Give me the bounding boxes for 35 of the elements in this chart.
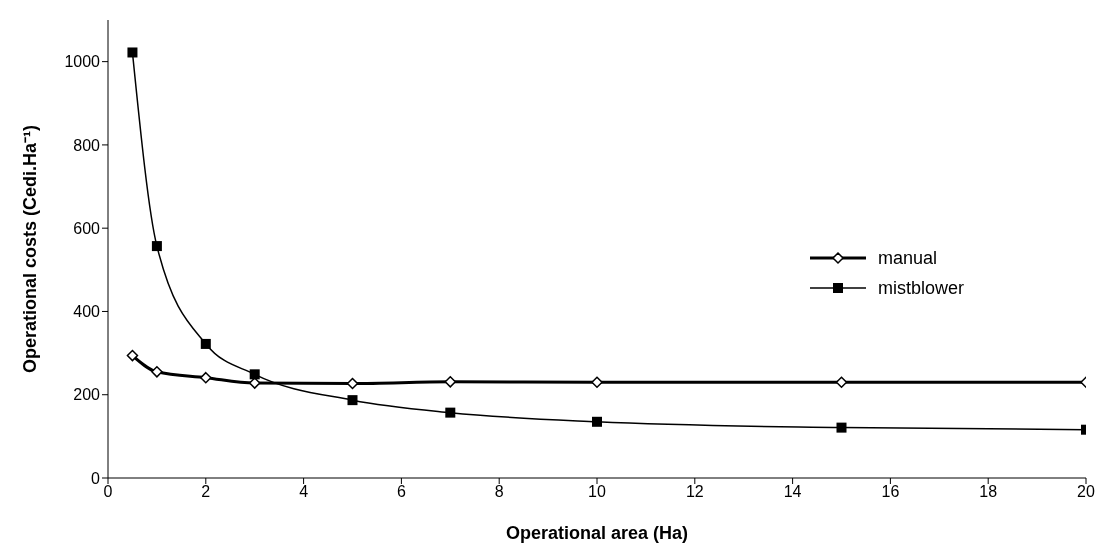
y-tick-label: 0 xyxy=(91,469,101,487)
point xyxy=(151,241,162,252)
point xyxy=(249,369,260,380)
point xyxy=(347,395,358,406)
y-tick-label: 400 xyxy=(73,303,101,321)
x-tick-label: 20 xyxy=(1077,483,1095,501)
legend-label: mistblower xyxy=(878,277,965,299)
point xyxy=(151,366,163,378)
y-tick-label: 1000 xyxy=(64,53,101,71)
x-tick-label: 16 xyxy=(881,483,900,501)
x-tick-label: 12 xyxy=(685,483,704,501)
x-tick-label: 18 xyxy=(979,483,998,501)
x-tick-label: 8 xyxy=(494,483,504,501)
y-tick-label: 200 xyxy=(73,386,101,404)
point xyxy=(836,422,847,433)
x-tick-label: 0 xyxy=(103,483,113,501)
point xyxy=(592,416,602,427)
legend-label: manual xyxy=(878,247,938,269)
point xyxy=(127,47,138,58)
point xyxy=(126,349,139,362)
x-tick-label: 10 xyxy=(588,483,606,501)
point xyxy=(200,338,211,349)
y-tick-label: 800 xyxy=(73,136,101,154)
point xyxy=(200,371,212,384)
point xyxy=(445,407,456,418)
y-axis-title: Operational costs (Cedi.Ha⁻¹) xyxy=(20,124,41,374)
x-axis-title: Operational area (Ha) xyxy=(505,522,689,543)
x-tick-label: 2 xyxy=(201,483,211,501)
x-tick-label: 4 xyxy=(299,483,309,501)
y-tick-label: 600 xyxy=(73,219,101,237)
point xyxy=(591,376,603,388)
point xyxy=(835,376,848,388)
x-tick-label: 6 xyxy=(396,483,406,501)
x-tick-label: 14 xyxy=(783,483,802,501)
point xyxy=(444,376,457,388)
